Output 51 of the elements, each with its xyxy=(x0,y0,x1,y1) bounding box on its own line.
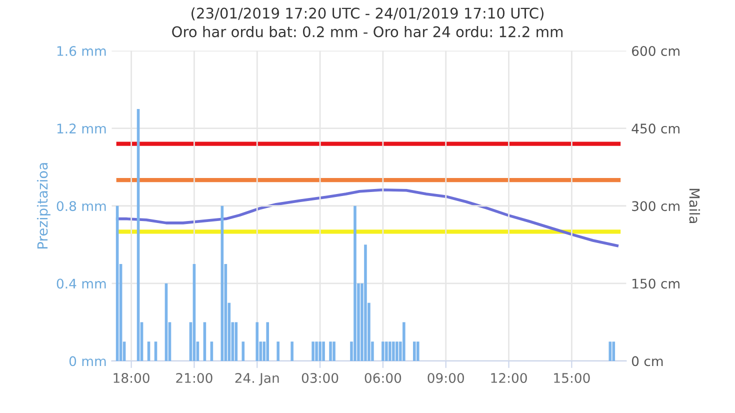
bar xyxy=(147,342,150,361)
y-tick-label: 0.8 mm xyxy=(56,201,106,212)
bar xyxy=(322,342,325,361)
chart-title: (23/01/2019 17:20 UTC - 24/01/2019 17:10 UTC) xyxy=(192,7,544,20)
bar xyxy=(290,342,294,361)
bar xyxy=(612,342,616,361)
bar xyxy=(402,322,406,361)
chart-subtitle: Oro har ordu bat: 0.2 mm - Oro har 24 ordu: 12.2 mm xyxy=(172,26,563,38)
bar xyxy=(396,342,398,361)
bar xyxy=(318,342,322,361)
bar xyxy=(256,322,259,361)
bar xyxy=(364,244,367,361)
bar xyxy=(276,342,280,361)
bar xyxy=(266,322,270,361)
x-tick-label: 12:00 xyxy=(491,373,527,383)
bar xyxy=(154,342,158,361)
bar xyxy=(315,342,318,361)
bar xyxy=(242,342,245,361)
y-tick-label: 0.4 mm xyxy=(56,278,106,289)
y2-tick-label: 300 cm xyxy=(632,201,680,212)
bar xyxy=(354,206,356,361)
x-tick-label: 03:00 xyxy=(302,373,338,383)
y-tick-label: 1.2 mm xyxy=(57,124,106,134)
y2-tick-label: 0 cm xyxy=(632,356,663,366)
line-series xyxy=(116,188,619,248)
bar xyxy=(413,342,416,361)
y-tick-label: 0 mm xyxy=(69,356,106,366)
bar xyxy=(210,342,214,361)
y-tick-label: 1.6 mm xyxy=(57,46,106,56)
bar xyxy=(608,342,612,361)
bar xyxy=(392,342,395,361)
y2-tick-label: 450 cm xyxy=(632,124,680,134)
x-tick-label: 09:00 xyxy=(428,373,464,383)
x-tick-label: 18:00 xyxy=(114,373,150,383)
x-tick-label: 15:00 xyxy=(554,373,590,383)
x-tick-label: 06:00 xyxy=(364,373,402,383)
y2-tick-label: 150 cm xyxy=(632,278,680,289)
x-tick-label: 21:00 xyxy=(176,373,212,383)
y2-tick-label: 600 cm xyxy=(632,46,680,56)
y-axis-title: Prezipitazioa xyxy=(36,163,50,249)
x-tick-label: 24. Jan xyxy=(235,373,279,386)
bar xyxy=(312,342,314,361)
bar xyxy=(329,342,332,361)
bar xyxy=(382,342,384,361)
bar xyxy=(416,342,420,361)
bar xyxy=(203,322,206,361)
bar xyxy=(234,322,238,361)
bar xyxy=(332,342,336,361)
bar xyxy=(388,342,392,361)
y2-axis-title: Maila xyxy=(689,188,700,223)
bar xyxy=(385,342,388,361)
